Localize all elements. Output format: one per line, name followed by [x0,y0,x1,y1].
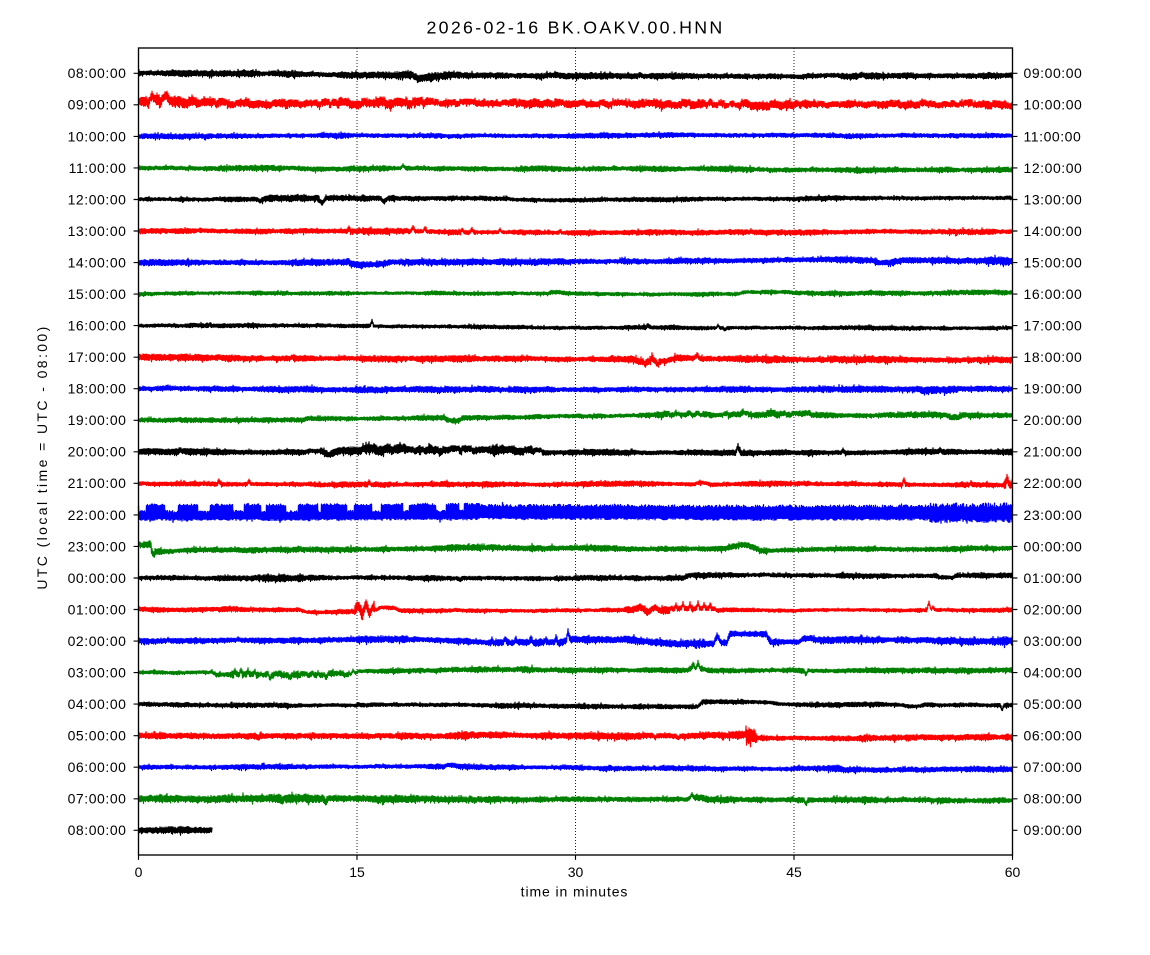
svg-text:02:00:00: 02:00:00 [68,633,127,649]
svg-text:23:00:00: 23:00:00 [68,538,127,554]
svg-text:04:00:00: 04:00:00 [68,696,127,712]
svg-text:15:00:00: 15:00:00 [68,286,127,302]
svg-text:16:00:00: 16:00:00 [68,318,127,334]
svg-text:07:00:00: 07:00:00 [68,791,127,807]
svg-text:21:00:00: 21:00:00 [1024,444,1083,460]
svg-text:18:00:00: 18:00:00 [68,381,127,397]
svg-text:00:00:00: 00:00:00 [68,570,127,586]
svg-text:45: 45 [786,864,802,880]
svg-text:08:00:00: 08:00:00 [1024,791,1083,807]
svg-text:02:00:00: 02:00:00 [1024,601,1083,617]
svg-text:13:00:00: 13:00:00 [1024,191,1083,207]
svg-text:22:00:00: 22:00:00 [68,507,127,523]
svg-text:06:00:00: 06:00:00 [68,759,127,775]
svg-text:16:00:00: 16:00:00 [1024,286,1083,302]
svg-text:09:00:00: 09:00:00 [1024,822,1083,838]
svg-text:06:00:00: 06:00:00 [1024,728,1083,744]
svg-text:22:00:00: 22:00:00 [1024,475,1083,491]
svg-text:10:00:00: 10:00:00 [1024,97,1083,113]
svg-text:11:00:00: 11:00:00 [69,160,127,176]
svg-text:20:00:00: 20:00:00 [68,444,127,460]
svg-text:01:00:00: 01:00:00 [68,601,127,617]
svg-text:10:00:00: 10:00:00 [68,128,127,144]
svg-text:13:00:00: 13:00:00 [68,223,127,239]
svg-text:UTC (local time = UTC - 08:00): UTC (local time = UTC - 08:00) [34,324,50,589]
svg-text:60: 60 [1005,864,1021,880]
svg-text:07:00:00: 07:00:00 [1024,759,1083,775]
svg-text:03:00:00: 03:00:00 [68,665,127,681]
svg-text:time in minutes: time in minutes [521,884,629,900]
svg-text:14:00:00: 14:00:00 [68,255,127,271]
svg-text:08:00:00: 08:00:00 [68,65,127,81]
svg-text:11:00:00: 11:00:00 [1024,128,1082,144]
svg-text:12:00:00: 12:00:00 [68,191,127,207]
svg-text:04:00:00: 04:00:00 [1024,665,1083,681]
svg-text:19:00:00: 19:00:00 [68,412,127,428]
svg-text:2026-02-16 BK.OAKV.00.HNN: 2026-02-16 BK.OAKV.00.HNN [426,18,724,38]
svg-text:19:00:00: 19:00:00 [1024,381,1083,397]
svg-text:30: 30 [568,864,584,880]
svg-text:09:00:00: 09:00:00 [1024,65,1083,81]
svg-text:15: 15 [349,864,365,880]
svg-text:21:00:00: 21:00:00 [68,475,127,491]
svg-text:01:00:00: 01:00:00 [1024,570,1083,586]
svg-text:12:00:00: 12:00:00 [1024,160,1083,176]
svg-text:05:00:00: 05:00:00 [68,728,127,744]
svg-text:20:00:00: 20:00:00 [1024,412,1083,428]
svg-text:00:00:00: 00:00:00 [1024,538,1083,554]
svg-text:17:00:00: 17:00:00 [68,349,127,365]
svg-text:0: 0 [135,864,143,880]
svg-text:17:00:00: 17:00:00 [1024,318,1083,334]
svg-text:09:00:00: 09:00:00 [68,97,127,113]
svg-text:15:00:00: 15:00:00 [1024,255,1083,271]
svg-text:23:00:00: 23:00:00 [1024,507,1083,523]
svg-text:18:00:00: 18:00:00 [1024,349,1083,365]
svg-text:03:00:00: 03:00:00 [1024,633,1083,649]
svg-text:05:00:00: 05:00:00 [1024,696,1083,712]
svg-text:14:00:00: 14:00:00 [1024,223,1083,239]
svg-text:08:00:00: 08:00:00 [68,822,127,838]
